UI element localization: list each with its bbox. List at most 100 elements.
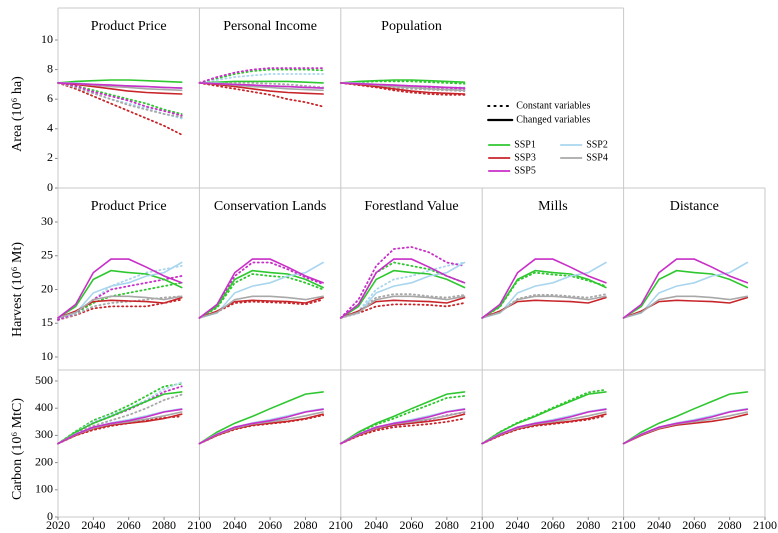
x-tick-label: 2060	[541, 518, 565, 532]
series-line	[340, 258, 466, 319]
series-line	[339, 395, 466, 445]
y-tick-label: 500	[35, 373, 53, 387]
series-line	[57, 258, 183, 319]
x-tick-label: 2020	[46, 518, 70, 532]
series-line	[198, 68, 324, 84]
x-tick-label: 2080	[435, 518, 459, 532]
series-line	[481, 407, 607, 445]
y-tick-label: 10	[41, 32, 53, 46]
series-line	[622, 411, 749, 445]
series-line	[339, 261, 466, 319]
series-line	[481, 295, 607, 319]
series-line	[340, 296, 466, 319]
x-tick-label: 2100	[329, 518, 353, 532]
legend-label: SSP4	[586, 152, 608, 163]
series-line	[340, 79, 466, 84]
series-line	[339, 82, 466, 92]
series-line	[340, 295, 466, 319]
y-tick-label: 100	[35, 482, 53, 496]
legend-label: SSP5	[514, 165, 536, 176]
panel-title: Product Price	[91, 199, 167, 214]
x-tick-label: 2060	[117, 518, 141, 532]
series-line	[57, 295, 183, 321]
series-line	[198, 82, 324, 89]
series-line	[57, 411, 183, 445]
series-line	[198, 258, 324, 319]
series-line	[198, 80, 324, 84]
series-line	[340, 407, 466, 445]
series-line	[622, 408, 749, 445]
x-tick-label: 2080	[152, 518, 176, 532]
series-line	[57, 82, 183, 115]
series-line	[481, 408, 607, 445]
x-tick-label: 2080	[293, 518, 317, 532]
series-line	[481, 414, 607, 445]
series-line	[57, 79, 183, 84]
y-tick-label: 20	[41, 281, 53, 295]
legend-label: SSP1	[514, 139, 536, 150]
series-line	[57, 391, 183, 445]
series-line	[198, 408, 324, 445]
x-tick-label: 2040	[364, 518, 388, 532]
series-line	[57, 408, 183, 445]
series-line	[57, 295, 183, 319]
series-line	[481, 411, 607, 445]
series-line	[198, 269, 324, 319]
x-tick-label: 2100	[612, 518, 636, 532]
series-line	[198, 82, 324, 108]
legend-label: SSP3	[514, 152, 536, 163]
x-tick-label: 2060	[258, 518, 282, 532]
series-line	[622, 258, 749, 319]
series-line	[57, 82, 183, 117]
series-line	[340, 391, 466, 445]
legend-label: SSP2	[586, 139, 608, 150]
series-line	[339, 411, 466, 445]
series-line	[57, 82, 183, 118]
series-line	[198, 73, 324, 84]
series-line	[57, 407, 183, 445]
series-line	[622, 391, 749, 445]
series-line	[198, 296, 324, 319]
y-tick-label: 400	[35, 400, 53, 414]
x-tick-label: 2060	[400, 518, 424, 532]
x-tick-label: 2040	[223, 518, 247, 532]
series-line	[340, 411, 466, 445]
series-line	[198, 295, 324, 319]
y-tick-label: 0	[47, 180, 53, 194]
series-line	[481, 413, 607, 445]
series-line	[339, 246, 466, 319]
series-line	[481, 269, 607, 319]
series-line	[340, 413, 466, 445]
x-tick-label: 2040	[647, 518, 671, 532]
x-tick-label: 2060	[682, 518, 706, 532]
x-tick-label: 2100	[753, 518, 777, 532]
y-tick-label: 8	[47, 61, 53, 75]
series-line	[481, 391, 607, 445]
y-axis-label: Carbon (10⁶ MtC)	[10, 398, 25, 500]
panel-title: Distance	[670, 199, 719, 214]
series-line	[57, 382, 183, 445]
x-tick-label: 2080	[718, 518, 742, 532]
series-line	[198, 407, 324, 445]
y-tick-label: 2	[47, 150, 53, 164]
y-tick-label: 25	[41, 248, 53, 262]
series-line	[340, 82, 466, 95]
series-line	[622, 269, 749, 319]
series-line	[339, 82, 466, 96]
y-tick-label: 10	[41, 349, 53, 363]
series-line	[198, 391, 324, 445]
y-tick-label: 15	[41, 315, 53, 329]
y-axis-label: Harvest (10⁶ Mt)	[10, 242, 25, 337]
series-line	[339, 302, 466, 319]
series-line	[481, 258, 607, 319]
series-line	[198, 82, 324, 89]
series-line	[340, 408, 466, 445]
panel-title: Product Price	[91, 19, 167, 34]
y-tick-label: 200	[35, 454, 53, 468]
y-tick-label: 300	[35, 427, 53, 441]
series-line	[198, 67, 324, 84]
series-line	[57, 82, 183, 95]
series-line	[481, 296, 607, 319]
x-tick-label: 2100	[187, 518, 211, 532]
